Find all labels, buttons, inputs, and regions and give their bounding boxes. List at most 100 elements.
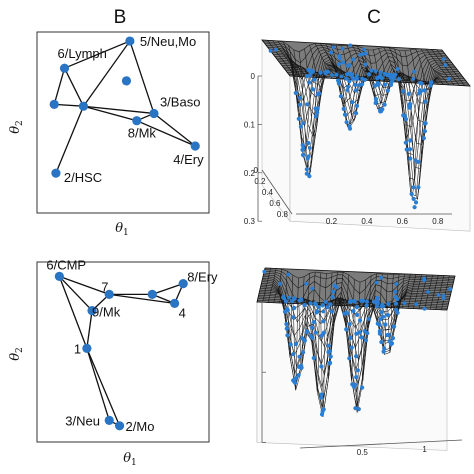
surface-sample-point	[336, 78, 341, 83]
surface-sample-point	[377, 329, 382, 334]
node-label: 4/Ery	[173, 152, 204, 167]
surface-sample-point	[406, 91, 411, 96]
surface-sample-point	[344, 72, 350, 77]
surface-sample-point	[387, 339, 392, 344]
node-label: 5/Neu,Mo	[140, 34, 196, 49]
surface-sample-point	[408, 138, 413, 143]
surface-sample-point	[355, 312, 360, 317]
surface-sample-point	[323, 299, 328, 304]
network-edge	[86, 310, 93, 349]
surface-sample-point	[278, 281, 282, 286]
network-node	[104, 289, 114, 299]
surface-sample-point	[283, 299, 289, 304]
surface-sample-point	[313, 330, 318, 335]
surface-sample-point	[373, 101, 378, 105]
surface-sample-point	[334, 72, 339, 77]
surface-sample-point	[374, 280, 379, 285]
panel-letter-c: C	[367, 7, 381, 28]
x-tick-label: 1	[422, 445, 427, 454]
surface-sample-point	[312, 77, 317, 82]
surface-sample-point	[391, 324, 397, 329]
surface-sample-point	[361, 298, 366, 303]
surface-sample-point	[362, 329, 367, 334]
surface-sample-point	[347, 356, 352, 361]
surface-sample-point	[296, 364, 302, 369]
surface-sample-point	[336, 62, 342, 67]
surface-sample-point	[354, 103, 360, 109]
surface-sample-point	[304, 281, 309, 286]
surface-sample-point	[342, 112, 348, 117]
surface-sample-point	[353, 88, 359, 93]
surface-sample-point	[353, 406, 358, 411]
surface-sample-point	[321, 319, 326, 324]
network-node	[149, 108, 159, 119]
network-node	[121, 76, 132, 86]
surface-sample-point	[395, 310, 400, 315]
surface-sample-point	[348, 43, 353, 48]
surface-sample-point	[307, 73, 312, 78]
network-edge	[109, 293, 175, 305]
network-edge	[153, 112, 196, 147]
surface-sample-point	[296, 116, 301, 121]
surface-sample-point	[305, 102, 310, 107]
network-node	[49, 99, 59, 109]
network-node	[190, 141, 200, 151]
x-tick-label: 0.8	[432, 217, 444, 226]
surface-sample-point	[316, 305, 321, 310]
surface-sample-point	[297, 102, 302, 107]
network-edge	[152, 282, 184, 296]
surface-sample-point	[285, 333, 290, 338]
surface-sample-point	[390, 336, 396, 341]
surface-sample-point	[409, 191, 414, 197]
y-axis-label-top: θ2	[8, 120, 25, 134]
surface-sample-point	[422, 88, 427, 93]
surface-plateau	[256, 267, 456, 311]
surface-sample-point	[407, 147, 413, 152]
surface-sample-point	[391, 75, 396, 80]
surface-sample-point	[297, 354, 302, 359]
network-node	[87, 306, 97, 316]
surface-sample-point	[403, 140, 408, 145]
y-tick-label: 0	[254, 166, 259, 175]
surface-sample-point	[366, 72, 371, 77]
network-node	[178, 279, 188, 289]
node-label: 1	[74, 341, 81, 356]
network-edge	[82, 40, 131, 107]
surface-sample-point	[342, 311, 347, 316]
x-axis-label-top: θ1	[115, 221, 129, 238]
x-tick-label: 0.4	[361, 217, 373, 226]
surface-sample-point	[344, 120, 349, 125]
surface-sample-point	[288, 342, 293, 347]
surface-sample-point	[291, 315, 296, 320]
network-node	[82, 343, 92, 353]
surface-sample-point	[381, 349, 386, 354]
surface-sample-point	[373, 97, 378, 102]
surface-sample-point	[346, 85, 351, 89]
surface-sample-point	[379, 310, 384, 315]
surface-sample-point	[309, 325, 314, 330]
surface-sample-point	[388, 75, 393, 80]
network-edge	[86, 348, 121, 427]
node-label: 8/Mk	[128, 126, 157, 141]
surface-sample-point	[328, 354, 333, 359]
network-edge	[53, 68, 66, 105]
surface-sample-point	[329, 50, 334, 55]
surface-sample-point	[379, 275, 384, 280]
panel-letter-b: B	[114, 7, 127, 28]
network-top: 5/Neu,Mo 6/Lymph 3/Baso 8/Mk 4/Ery 2/HSC	[36, 31, 210, 214]
surface-sample-point	[354, 354, 359, 359]
surface-sample-point	[341, 106, 346, 111]
network-edge	[136, 120, 196, 147]
surface-sample-point	[304, 171, 309, 176]
surface-sample-point	[359, 335, 364, 340]
surface-sample-point	[351, 308, 356, 314]
surface-sample-point	[394, 282, 399, 286]
surface-sample-point	[268, 49, 273, 53]
surface-sample-point	[344, 327, 349, 332]
surface-sample-point	[293, 381, 297, 385]
surface-sample-point	[306, 67, 311, 72]
surface-plot-top: 00.10.20.3 0.2 0.4 0.6 0.800.20.40.60.8	[244, 39, 471, 232]
surface-sample-point	[338, 94, 343, 99]
surface-sample-point	[307, 80, 312, 85]
surface-sample-point	[329, 309, 334, 314]
